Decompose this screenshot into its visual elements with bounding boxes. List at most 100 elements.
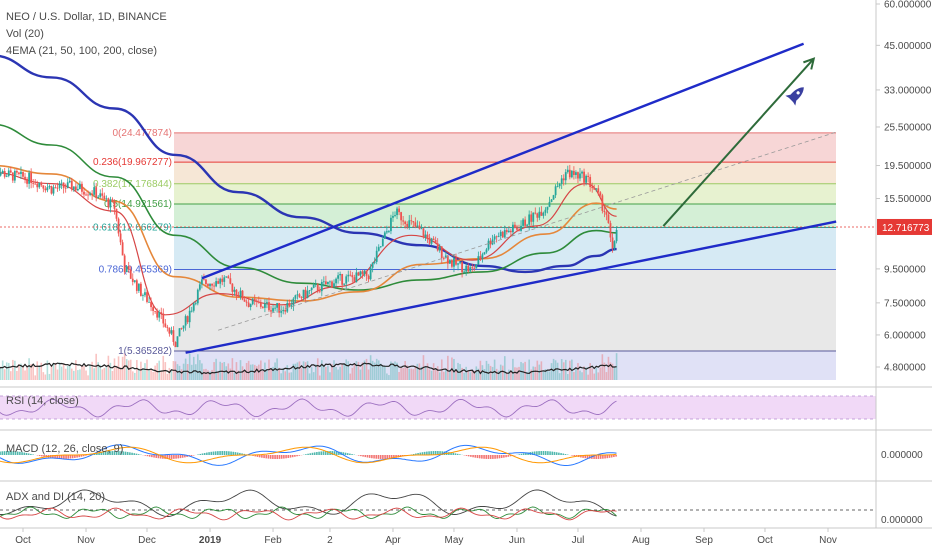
macd-pane[interactable]: MACD (12, 26, close, 9) — [0, 429, 932, 466]
rsi-label: RSI (14, close) — [6, 395, 79, 407]
volume-bar — [329, 372, 331, 380]
macd-label: MACD (12, 26, close, 9) — [6, 443, 123, 455]
macd-histogram-bar — [344, 452, 347, 455]
candle-body — [253, 298, 256, 301]
volume-bar — [548, 371, 551, 380]
macd-histogram-bar — [327, 451, 329, 455]
price-tick-label: 45.000000 — [884, 41, 932, 52]
candle-body — [383, 232, 386, 239]
volume-bar — [302, 361, 305, 380]
rocket-fin-right — [793, 98, 797, 106]
volume-bar — [369, 355, 372, 380]
candle-body — [85, 194, 87, 196]
rsi-pane[interactable]: RSI (14, close) — [0, 386, 932, 420]
candle-body — [408, 220, 411, 228]
candle-body — [495, 236, 498, 238]
candle-body — [318, 290, 321, 292]
candle-body — [306, 290, 309, 298]
candle-body — [38, 182, 41, 188]
volume-bar — [394, 361, 396, 380]
time-tick-label: Dec — [138, 535, 156, 546]
candle-body — [16, 170, 18, 173]
time-tick-label: Nov — [77, 535, 95, 546]
macd-histogram-bar — [287, 455, 290, 458]
candle-body — [388, 231, 390, 232]
volume-bar — [138, 368, 140, 380]
candle-body — [0, 172, 2, 176]
volume-bar — [22, 366, 24, 380]
adx-pane[interactable]: ADX and DI (14, 20) — [0, 480, 932, 521]
candle-body — [89, 193, 91, 195]
rocket-window — [796, 91, 800, 95]
fib-level-label: 0.5(14.921561) — [104, 199, 172, 210]
volume-bar — [436, 366, 439, 380]
volume-bar — [487, 363, 490, 380]
price-axis[interactable]: 60.000000 45.000000 33.000000 25.500000 19.5… — [875, 0, 932, 528]
candle-body — [442, 257, 445, 259]
volume-bar — [34, 375, 36, 380]
macd-histogram-bar — [489, 455, 492, 459]
candle-body — [465, 265, 468, 272]
candle-body — [142, 295, 144, 297]
macd-histogram-bar — [21, 452, 23, 455]
candle-body — [95, 187, 98, 198]
volume-bar — [432, 363, 435, 380]
volume-bar — [343, 364, 345, 380]
candle-body — [231, 283, 234, 292]
volume-bar — [479, 360, 482, 380]
volume-bar — [530, 369, 533, 380]
channel-upper-line[interactable] — [201, 42, 805, 280]
candle-body — [66, 182, 69, 189]
price-pane[interactable]: 0(24.477874) 0.236(19.967277) 0.382(17.176… — [0, 0, 876, 385]
macd-histogram-bar — [586, 455, 589, 459]
volume-bar — [194, 364, 197, 380]
fib-zone — [174, 183, 836, 204]
macd-histogram-bar — [38, 455, 41, 456]
candle-body — [353, 277, 356, 283]
volume-bar — [375, 358, 378, 380]
candle-body — [329, 281, 331, 283]
volume-bar — [532, 366, 535, 380]
time-tick-label: 2 — [327, 535, 333, 546]
candle-body — [583, 171, 585, 183]
macd-histogram-bar — [131, 452, 133, 455]
volume-bar — [414, 366, 417, 380]
volume-bar — [97, 362, 100, 380]
candle-body — [74, 186, 77, 191]
volume-bar — [129, 359, 132, 380]
macd-histogram-bar — [615, 455, 617, 457]
macd-histogram-bar — [610, 455, 613, 458]
macd-histogram-bar — [60, 455, 63, 459]
volume-bar — [247, 360, 250, 380]
volume-bar — [1, 360, 4, 380]
macd-histogram-bar — [206, 452, 208, 455]
volume-bar — [150, 368, 152, 380]
volume-bar — [506, 372, 508, 380]
candle-body — [367, 275, 370, 280]
volume-bar — [491, 366, 494, 380]
volume-bar — [585, 367, 587, 380]
volume-bar — [87, 375, 89, 380]
volume-bar — [278, 367, 280, 380]
time-axis[interactable]: Oct Nov Dec 2019 Feb 2 Apr May Jun Jul Aug Sep Oct No… — [0, 527, 932, 546]
volume-bar — [310, 367, 313, 380]
macd-histogram-bar — [582, 455, 584, 458]
volume-bar — [89, 364, 91, 380]
volume-bar — [554, 360, 557, 380]
target-arrow-line[interactable] — [662, 58, 815, 227]
candle-body — [440, 246, 443, 258]
candle-body — [190, 310, 193, 312]
macd-histogram-bar — [296, 455, 298, 457]
rocket-body — [788, 87, 804, 103]
macd-histogram-bar — [492, 455, 494, 459]
channel-lower-line[interactable] — [185, 220, 837, 354]
target-arrow-head — [803, 57, 816, 70]
macd-histogram-bar — [430, 451, 433, 455]
candle-body — [467, 265, 470, 272]
macd-histogram-bar — [593, 455, 595, 459]
fib-zones — [174, 132, 836, 380]
macd-histogram-bar — [307, 453, 309, 455]
candle-body — [251, 298, 254, 305]
macd-histogram-bar — [201, 453, 204, 455]
